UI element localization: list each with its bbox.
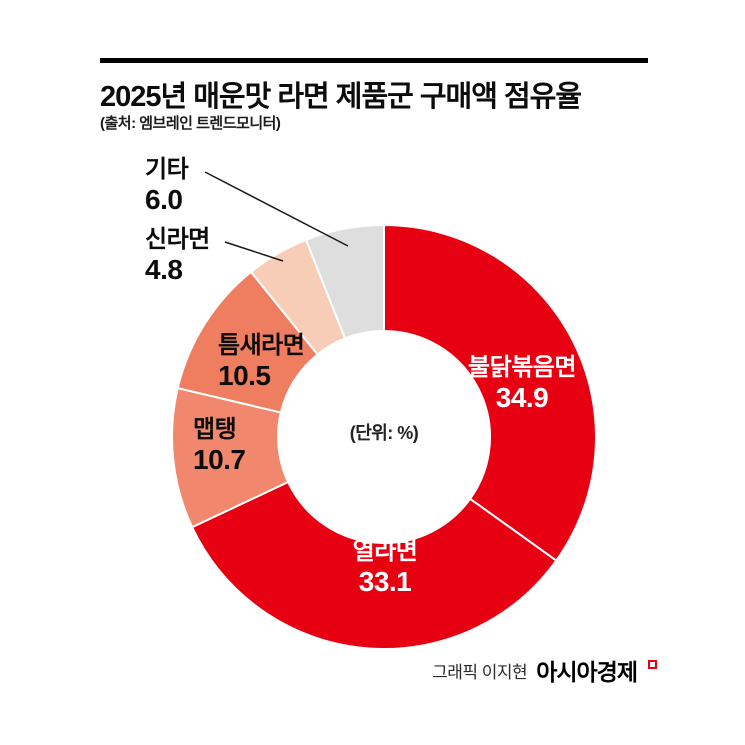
segment-label-maeptang: 맵탱 10.7 xyxy=(193,416,246,475)
title-rule xyxy=(100,58,648,63)
segment-value: 6.0 xyxy=(145,183,183,215)
segment-value: 33.1 xyxy=(358,565,412,597)
leader-line-etc xyxy=(204,171,349,247)
graphic-credit: 그래픽 이지현 xyxy=(432,662,528,682)
asiae-logo-icon xyxy=(648,659,657,669)
segment-name: 불닭볶음면 xyxy=(468,354,576,381)
segment-name: 신라면 xyxy=(145,226,210,253)
brand-name: 아시아경제 xyxy=(536,659,638,685)
segment-name: 기타 xyxy=(145,156,189,183)
segment-value: 10.5 xyxy=(218,359,271,391)
segment-name: 틈새라면 xyxy=(218,332,305,359)
segment-label-etc: 기타 6.0 xyxy=(145,156,189,215)
donut-segment-buldak xyxy=(383,223,597,562)
donut-segment-teumsae xyxy=(176,270,319,414)
donut-segment-shin xyxy=(249,238,347,356)
segment-name: 맵탱 xyxy=(193,416,237,443)
donut-segment-maeptang xyxy=(171,386,290,529)
segment-value: 4.8 xyxy=(145,253,183,285)
unit-note: (단위: %) xyxy=(349,423,419,443)
segment-value: 10.7 xyxy=(193,443,246,475)
chart-title: 2025년 매운맛 라면 제품군 구매액 점유율 xyxy=(100,81,582,113)
segment-label-buldak: 불닭볶음면 34.9 xyxy=(452,354,592,413)
segment-label-yeol: 열라면 33.1 xyxy=(325,538,445,597)
leader-line-shin xyxy=(224,241,284,262)
segment-value: 34.9 xyxy=(495,381,549,413)
source-note: (출처: 엠브레인 트렌드모니터) xyxy=(100,115,281,132)
segment-label-teumsae: 틈새라면 10.5 xyxy=(218,332,305,391)
donut-segment-yeol xyxy=(190,480,558,650)
segment-name: 열라면 xyxy=(352,538,418,565)
footer-credit: 그래픽 이지현 아시아경제 xyxy=(432,653,657,687)
segment-label-shin: 신라면 4.8 xyxy=(145,226,210,285)
